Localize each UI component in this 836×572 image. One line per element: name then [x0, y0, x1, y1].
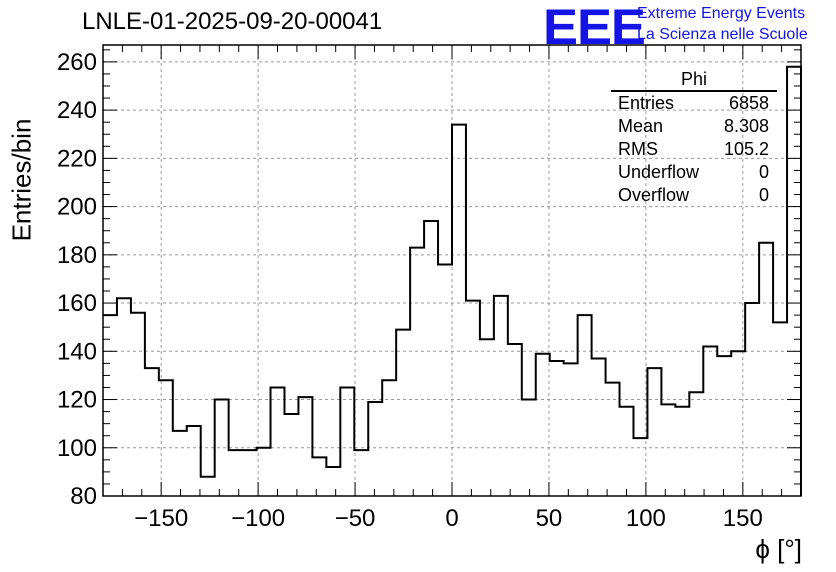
histogram-bin	[173, 431, 187, 496]
chart-title: LNLE-01-2025-09-20-00041	[82, 8, 383, 35]
x-tick-label: −50	[335, 505, 376, 532]
histogram-bin	[201, 477, 215, 496]
stats-row-mean: Mean 8.308	[611, 115, 777, 138]
logo-caption: Extreme Energy Events La Scienza nelle S…	[637, 3, 808, 45]
histogram-bin	[117, 298, 131, 496]
histogram-bin	[271, 387, 285, 496]
stats-label: Mean	[618, 116, 664, 136]
histogram-bin	[536, 354, 550, 496]
histogram-step-line	[103, 65, 802, 496]
histogram-bin	[298, 397, 312, 496]
histogram-bin	[633, 438, 647, 496]
histogram-bin	[215, 400, 229, 496]
logo-line-2: La Scienza nelle Scuole	[637, 26, 808, 43]
histogram-bin	[145, 368, 159, 496]
y-tick-label: 160	[57, 290, 97, 317]
x-tick-label: 50	[536, 505, 563, 532]
x-axis-label: ϕ [°]	[755, 534, 802, 564]
histogram-bin	[243, 450, 257, 496]
histogram-bin	[689, 392, 703, 496]
histogram-bin	[578, 315, 592, 496]
y-tick-label: 180	[57, 242, 97, 269]
histogram-bin	[508, 344, 522, 496]
histogram-bin	[131, 313, 145, 496]
y-tick-label: 260	[57, 49, 97, 76]
histogram-bin	[340, 387, 354, 496]
histogram-bin	[717, 356, 731, 496]
histogram-bin	[312, 457, 326, 496]
x-tick-label: −150	[134, 505, 188, 532]
stats-label: RMS	[618, 139, 658, 159]
x-tick-label: 150	[723, 505, 763, 532]
logo-line-1: Extreme Energy Events	[637, 5, 806, 22]
stats-value: 0	[758, 185, 769, 205]
histogram-bin	[550, 361, 564, 496]
stats-value: 6858	[728, 93, 769, 113]
histogram-bin	[103, 315, 117, 496]
histogram-bin	[592, 359, 606, 496]
histogram-bin	[620, 407, 634, 496]
histogram-bin	[187, 426, 201, 496]
histogram-bin	[564, 363, 578, 496]
stats-label: Underflow	[618, 162, 700, 182]
histogram-bin	[787, 67, 801, 496]
histogram-bin	[675, 407, 689, 496]
y-tick-label: 220	[57, 145, 97, 172]
x-tick-label: −100	[231, 505, 285, 532]
histogram-bin	[759, 243, 773, 496]
histogram-bin	[647, 368, 661, 496]
histogram-bin	[229, 450, 243, 496]
y-axis-label: Entries/bin	[6, 118, 37, 242]
stats-label: Entries	[618, 93, 675, 113]
eee-logo: EEE	[543, 0, 646, 55]
stats-row-rms: RMS 105.2	[611, 138, 777, 161]
y-tick-label: 80	[70, 483, 97, 510]
histogram-bin	[438, 264, 452, 496]
y-tick-label: 100	[57, 435, 97, 462]
x-tick-label: 100	[626, 505, 666, 532]
stats-value: 0	[758, 162, 769, 182]
stats-row-underflow: Underflow 0	[611, 161, 777, 184]
histogram-bin	[257, 448, 271, 496]
histogram-bin	[466, 301, 480, 496]
histogram-bin	[424, 221, 438, 496]
stats-value: 105.2	[723, 139, 769, 159]
stats-row-entries: Entries 6858	[611, 92, 777, 115]
histogram-bin	[396, 330, 410, 496]
histogram-bin	[494, 296, 508, 496]
histogram-bin	[452, 125, 466, 496]
y-tick-label: 120	[57, 387, 97, 414]
histogram-bin	[284, 414, 298, 496]
histogram-bin	[480, 339, 494, 496]
histogram-bin	[410, 248, 424, 496]
histogram-bin	[703, 346, 717, 496]
stats-title: Phi	[611, 69, 777, 92]
histogram-bin	[326, 467, 340, 496]
y-tick-label: 140	[57, 338, 97, 365]
histogram-bin	[354, 450, 368, 496]
histogram-bin	[382, 380, 396, 496]
histogram-bin	[368, 402, 382, 496]
y-axis-ticks: 80 100 120 140 160 180 200 220 240 260	[57, 49, 801, 510]
stats-row-overflow: Overflow 0	[611, 184, 777, 207]
y-tick-label: 240	[57, 97, 97, 124]
histogram-bin	[773, 322, 787, 496]
x-axis-ticks: −150 −100 −50 0 50 100 150	[121, 45, 802, 532]
x-tick-label: 0	[445, 505, 458, 532]
stats-value: 8.308	[723, 116, 769, 136]
histogram-bin	[661, 404, 675, 496]
stats-label: Overflow	[618, 185, 690, 205]
stats-box: Phi Entries 6858 Mean 8.308 RMS 105.2 Under…	[611, 69, 777, 207]
y-tick-label: 200	[57, 194, 97, 221]
